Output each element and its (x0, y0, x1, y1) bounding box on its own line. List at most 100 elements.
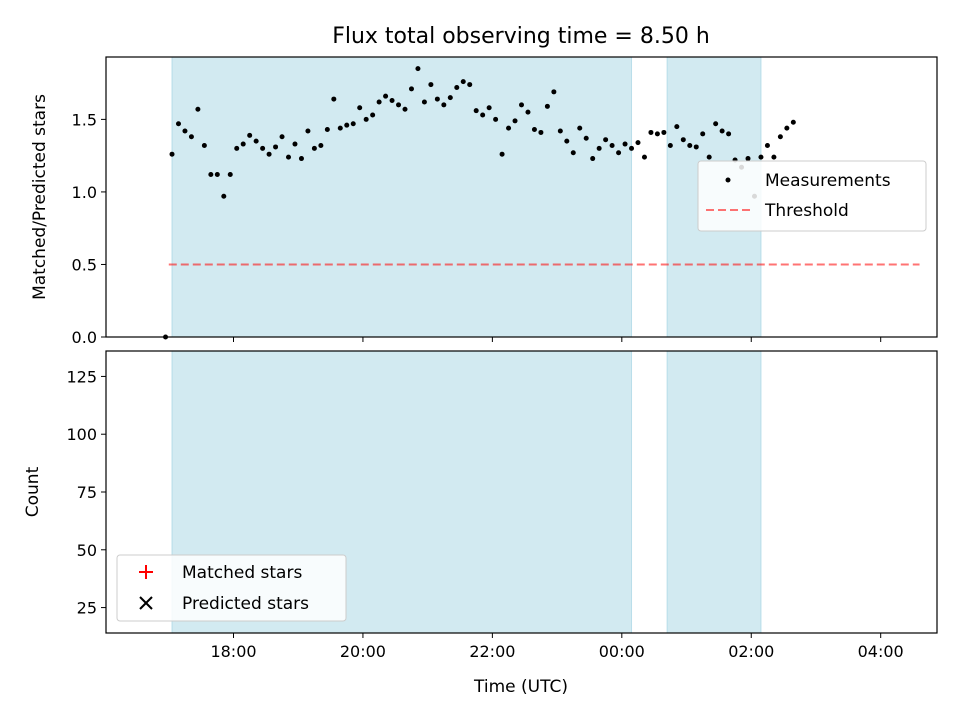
measurement-point (460, 79, 466, 85)
measurement-point (635, 140, 641, 146)
y-tick-label: 125 (66, 367, 97, 386)
bottom-ylabel: Count (23, 466, 43, 517)
measurement-point (654, 131, 660, 137)
bottom-legend: Matched stars Predicted stars (116, 554, 347, 622)
x-tick-label: 00:00 (599, 642, 645, 661)
legend-measurements-label: Measurements (765, 171, 891, 191)
measurement-point (777, 134, 783, 140)
measurement-point (538, 129, 544, 135)
measurement-point (726, 131, 732, 137)
x-tick-label: 20:00 (340, 642, 386, 661)
measurement-point (298, 156, 304, 162)
measurement-point (583, 135, 589, 141)
measurement-point (350, 121, 356, 127)
measurement-point (221, 193, 227, 199)
measurement-point (577, 125, 583, 131)
measurement-point (234, 145, 240, 151)
measurement-point (519, 102, 524, 108)
measurement-point (383, 93, 389, 99)
measurement-point (713, 121, 719, 127)
measurement-point (771, 154, 777, 160)
measurement-point (286, 154, 292, 160)
measurement-point (175, 121, 181, 127)
measurement-point (674, 124, 680, 130)
measurement-point (758, 154, 764, 160)
measurement-point (506, 125, 512, 131)
measurement-point (201, 142, 207, 148)
measurement-point (745, 156, 751, 162)
measurement-point (247, 132, 253, 138)
measurement-point (551, 89, 557, 95)
measurement-point (447, 95, 453, 101)
measurement-point (240, 141, 246, 147)
measurement-point (609, 142, 615, 148)
measurement-point (376, 99, 382, 105)
measurement-point (687, 142, 693, 148)
measurement-point (195, 106, 201, 112)
measurement-point (428, 82, 434, 88)
chart-title: Flux total observing time = 8.50 h (332, 24, 710, 49)
measurement-point (389, 98, 395, 104)
measurement-point (363, 116, 369, 122)
measurement-point (499, 151, 505, 157)
measurement-point (564, 138, 570, 144)
measurement-point (434, 96, 440, 102)
measurement-point (719, 128, 725, 134)
legend-predicted-label: Predicted stars (182, 594, 309, 614)
measurement-point (169, 151, 175, 157)
y-tick-label: 50 (77, 541, 97, 560)
measurement-point (279, 134, 285, 140)
measurement-point (208, 172, 214, 178)
x-tick-label: 04:00 (858, 642, 904, 661)
measurement-point (318, 142, 324, 148)
measurement-point (188, 134, 194, 140)
measurement-point (693, 144, 699, 150)
measurement-point (324, 127, 330, 133)
y-tick-label: 1.0 (72, 183, 97, 202)
measurement-point (648, 129, 654, 135)
measurement-point (214, 172, 220, 178)
measurement-point (531, 127, 537, 133)
measurement-point (557, 128, 563, 134)
measurement-point (473, 108, 479, 114)
y-tick-label: 100 (66, 425, 97, 444)
x-tick-label: 22:00 (469, 642, 515, 661)
x-tick-label: 18:00 (210, 642, 256, 661)
measurement-point (408, 86, 414, 92)
y-tick-label: 1.5 (72, 110, 97, 129)
measurement-point (570, 150, 576, 156)
top-ylabel: Matched/Predicted stars (30, 94, 50, 300)
measurement-point (467, 82, 473, 88)
measurement-point (337, 125, 343, 131)
measurement-point (493, 116, 499, 122)
measurement-point (616, 150, 622, 156)
measurement-point (266, 151, 272, 157)
measurement-point (331, 96, 337, 102)
measurement-point (700, 131, 706, 137)
measurement-point (603, 137, 609, 143)
legend-predicted-marker (139, 596, 153, 610)
measurement-point (227, 172, 233, 178)
y-tick-label: 0.5 (72, 255, 97, 274)
measurement-point (790, 119, 796, 125)
top-observing-window (171, 56, 633, 338)
y-tick-label: 25 (77, 599, 97, 618)
measurement-point (370, 112, 376, 118)
top-legend: Measurements Threshold (697, 160, 927, 232)
measurement-point (706, 154, 712, 160)
measurement-point (311, 145, 317, 151)
legend-matched-marker (139, 565, 153, 579)
y-tick-label: 0.0 (72, 328, 97, 347)
measurement-point (260, 145, 266, 151)
measurement-point (402, 106, 408, 112)
measurement-point (273, 144, 279, 150)
measurement-point (344, 122, 350, 128)
legend-matched-label: Matched stars (182, 563, 302, 583)
measurement-point (641, 154, 647, 160)
measurement-point (415, 66, 421, 72)
bottom-observing-window (666, 350, 762, 634)
measurement-point (441, 102, 447, 108)
top-axes-frame (105, 56, 938, 338)
bottom-panel: 25 50 75 100 125 18:00 20:00 22:00 00:00 02:00 04… (23, 350, 938, 697)
